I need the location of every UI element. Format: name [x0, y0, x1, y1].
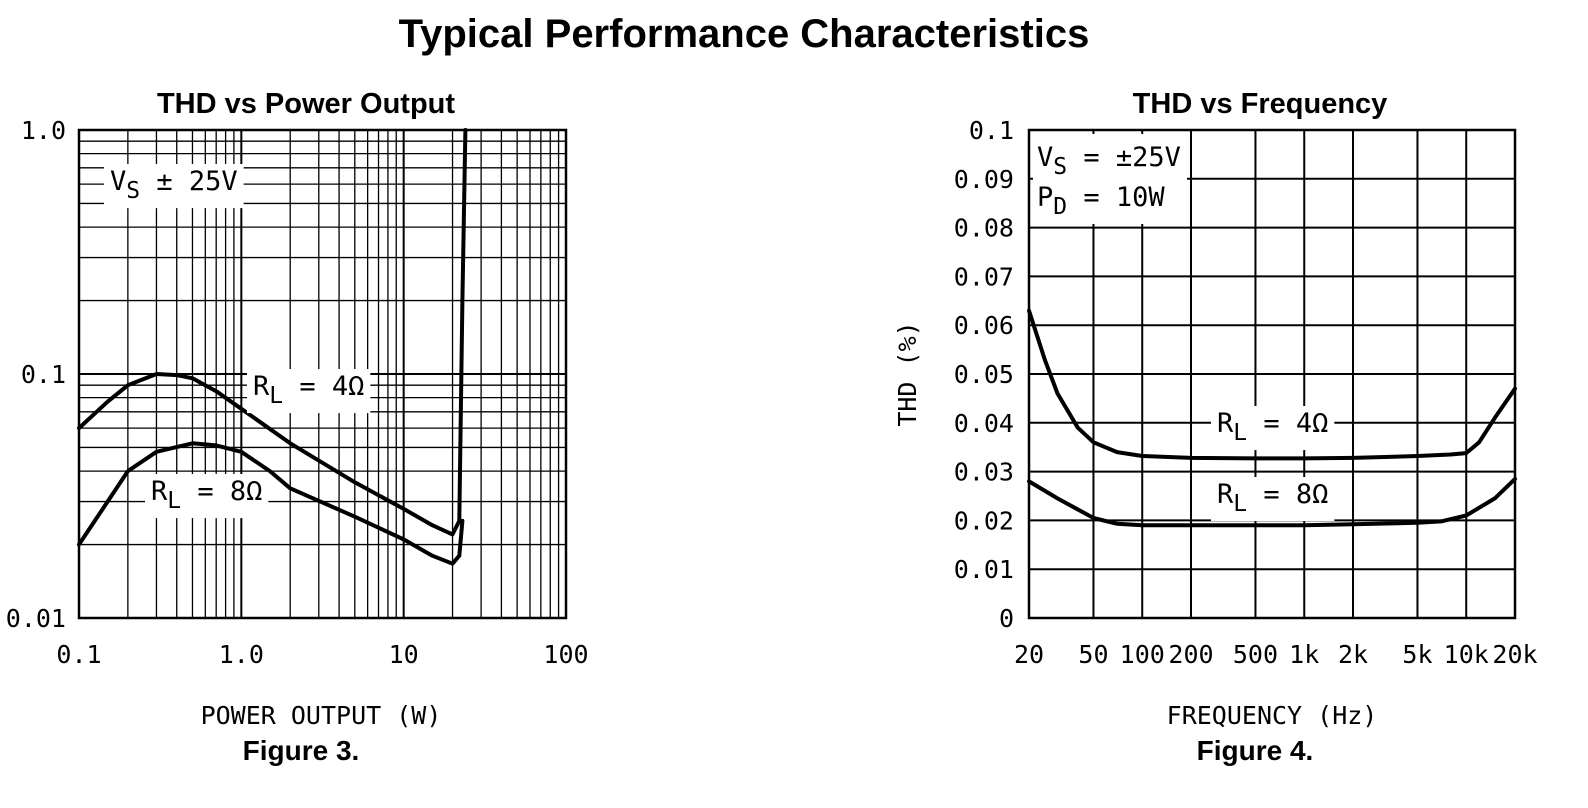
vs-annotation: VS = ±25V: [1037, 142, 1181, 180]
x-tick-labels: 20 50 100 200 500 1k 2k 5k 10k 20k: [1014, 640, 1538, 669]
x-tick-label: 1.0: [219, 640, 264, 669]
thd-vs-power-chart: THD vs Power Output 1.0 0.1 0.01 0.1 1.0 10 1…: [6, 88, 589, 766]
x-tick-label: 500: [1233, 640, 1278, 669]
x-tick-labels: 0.1 1.0 10 100: [56, 640, 588, 669]
y-tick-label: 0.07: [954, 262, 1014, 291]
vs-annotation-background: [104, 164, 244, 209]
plot-frame: [77, 128, 568, 620]
page-title: Typical Performance Characteristics: [398, 12, 1090, 56]
y-axis-label: THD (%): [893, 321, 922, 426]
y-tick-label: 0.09: [954, 165, 1014, 194]
x-tick-label: 2k: [1338, 640, 1368, 669]
x-tick-label: 100: [1120, 640, 1165, 669]
series-line-rl-4ohm: [1027, 308, 1517, 461]
series-label-rl-4ohm: RL = 4Ω: [1217, 408, 1328, 446]
x-axis-label: FREQUENCY (Hz): [1167, 701, 1378, 730]
y-tick-label: 0.1: [21, 360, 66, 389]
x-tick-label: 10k: [1444, 640, 1489, 669]
series-label-rl-8ohm: RL = 8Ω: [151, 476, 262, 514]
x-tick-label: 20k: [1492, 640, 1537, 669]
figure-caption: Figure 4.: [1197, 735, 1314, 766]
y-tick-label: 0.04: [954, 409, 1014, 438]
series-label-rl-4ohm-background: [1211, 406, 1335, 451]
series-line-rl-8ohm: [77, 441, 465, 566]
series-label-rl-8ohm: RL = 8Ω: [1217, 479, 1328, 517]
y-tick-labels: 0.1 0.09 0.08 0.07 0.06 0.05 0.04 0.03 0.02 0.01 0: [954, 116, 1014, 633]
x-tick-label: 20: [1014, 640, 1044, 669]
y-tick-label: 0.02: [954, 506, 1014, 535]
y-tick-label: 0.1: [969, 116, 1014, 145]
y-tick-label: 0.03: [954, 458, 1014, 487]
figure-caption: Figure 3.: [243, 735, 360, 766]
annotations: VS ± 25V RL = 4Ω RL = 8Ω: [104, 164, 371, 519]
series-line-rl-4ohm: [77, 128, 468, 537]
series-label-rl-4ohm-background: [247, 369, 371, 414]
y-tick-label: 0.06: [954, 311, 1014, 340]
y-tick-label: 0.01: [954, 555, 1014, 584]
series-lines: [1027, 308, 1517, 528]
series-lines: [77, 128, 468, 566]
x-tick-label: 1k: [1289, 640, 1319, 669]
y-tick-labels: 1.0 0.1 0.01: [6, 116, 66, 633]
chart-title: THD vs Frequency: [1133, 88, 1388, 120]
series-label-rl-4ohm: RL = 4Ω: [253, 371, 364, 409]
series-label-rl-8ohm-background: [1211, 477, 1335, 522]
x-tick-label: 0.1: [56, 640, 101, 669]
chart-title: THD vs Power Output: [157, 88, 455, 120]
plot-frame: [1027, 128, 1517, 620]
thd-vs-frequency-chart: THD vs Frequency 0.1 0.09 0.08 0.07 0.06 0.05…: [893, 88, 1538, 766]
conditions-box-background: [1033, 134, 1187, 224]
x-tick-label: 10: [389, 640, 419, 669]
series-label-rl-8ohm-background: [145, 474, 269, 519]
y-tick-label: 1.0: [21, 116, 66, 145]
grid: [78, 130, 566, 619]
y-tick-label: 0: [999, 604, 1014, 633]
x-tick-label: 100: [543, 640, 588, 669]
pd-annotation: PD = 10W: [1037, 182, 1165, 220]
vs-annotation: VS ± 25V: [110, 166, 238, 204]
y-tick-label: 0.05: [954, 360, 1014, 389]
x-axis-label: POWER OUTPUT (W): [201, 701, 442, 730]
x-tick-label: 5k: [1402, 640, 1432, 669]
y-tick-label: 0.01: [6, 604, 66, 633]
x-tick-label: 50: [1078, 640, 1108, 669]
y-tick-label: 0.08: [954, 214, 1014, 243]
series-line-rl-8ohm: [1027, 476, 1517, 528]
x-tick-label: 200: [1168, 640, 1213, 669]
